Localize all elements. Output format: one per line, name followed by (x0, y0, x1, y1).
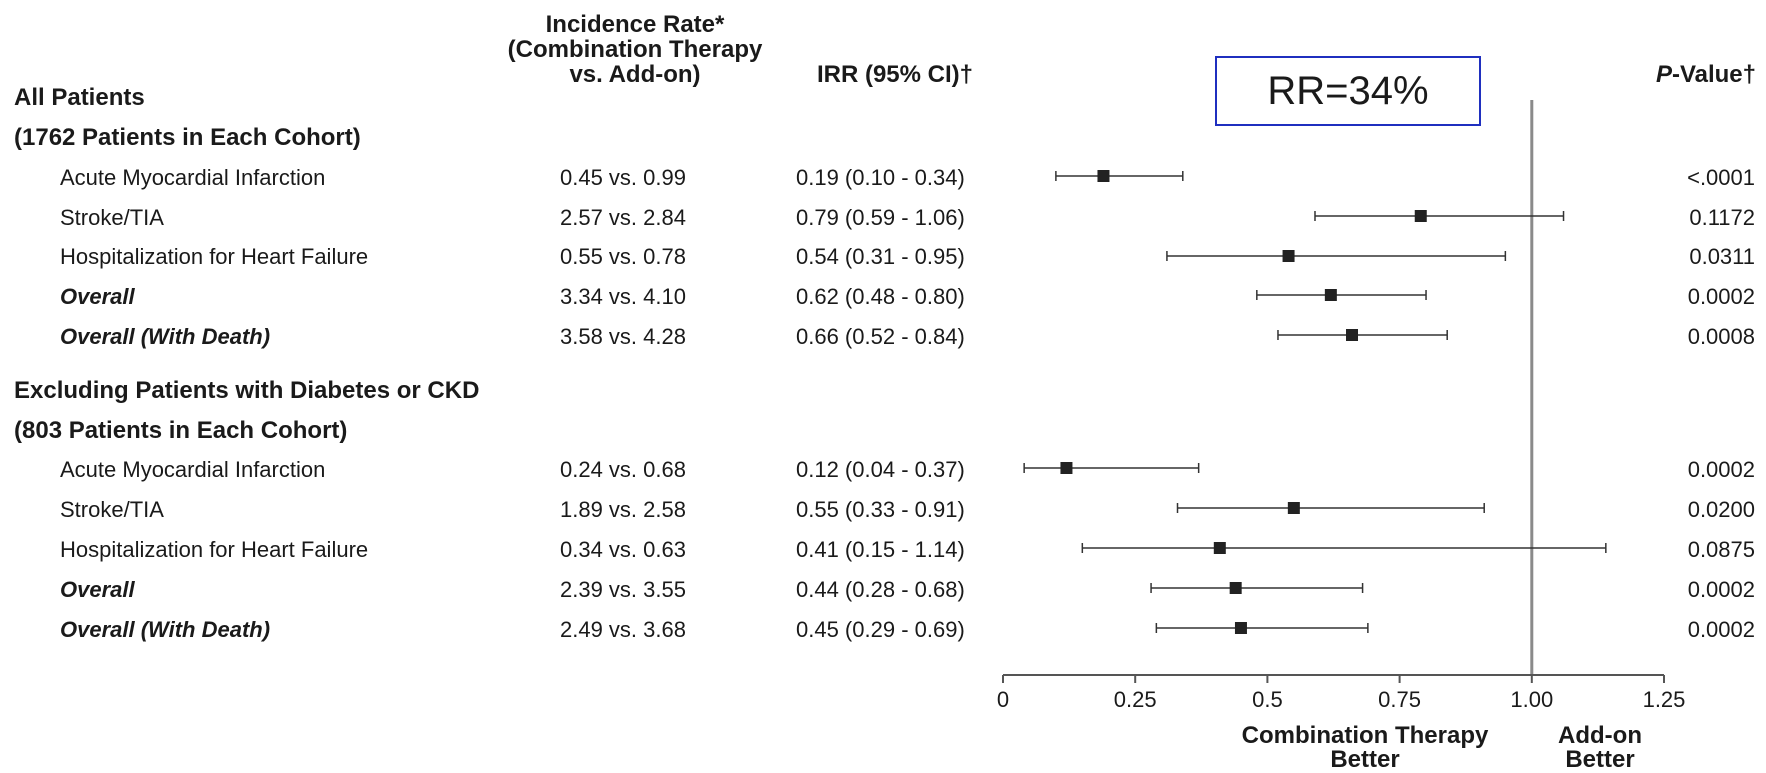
x-tick-label: 1.00 (1510, 687, 1553, 712)
row-label: Acute Myocardial Infarction (60, 457, 326, 482)
point-estimate (1060, 462, 1073, 474)
row-p-value: 0.0311 (1689, 244, 1755, 269)
x-tick-label: 1.25 (1643, 687, 1686, 712)
row-p-value: 0.1172 (1689, 205, 1755, 230)
row-irr: 0.55 (0.33 - 0.91) (796, 497, 965, 522)
section-title-excluding: Excluding Patients with Diabetes or CKD (14, 377, 480, 404)
row-label: Hospitalization for Heart Failure (60, 537, 369, 562)
rr-annotation-box: RR=34% (1215, 56, 1481, 126)
point-estimate (1097, 170, 1110, 182)
point-estimate (1282, 250, 1295, 262)
row-rate: 3.58 vs. 4.28 (560, 324, 686, 349)
row-rate: 0.34 vs. 0.63 (560, 537, 686, 562)
row-p-value: <.0001 (1687, 165, 1755, 190)
favors-left-line-1: Combination Therapy (1241, 722, 1489, 749)
row-rate: 0.24 vs. 0.68 (560, 457, 686, 482)
section-subtitle-excluding: (803 Patients in Each Cohort) (14, 417, 348, 444)
p-value-header-rest: -Value† (1671, 61, 1756, 88)
row-rate: 0.45 vs. 0.99 (560, 165, 686, 190)
p-value-header-italic: P (1655, 61, 1672, 88)
row-p-value: 0.0200 (1687, 497, 1755, 522)
favors-right-caption: Add-on Better (1535, 724, 1665, 772)
point-estimate (1346, 329, 1359, 341)
incidence-header-line-3: vs. Add-on) (569, 61, 701, 88)
row-label: Overall (With Death) (60, 617, 271, 642)
row-irr: 0.62 (0.48 - 0.80) (796, 284, 965, 309)
incidence-header-line-1: Incidence Rate* (545, 11, 725, 38)
row-p-value: 0.0008 (1687, 324, 1755, 349)
favors-left-caption: Combination Therapy Better (1215, 724, 1515, 772)
row-p-value: 0.0002 (1687, 457, 1755, 482)
row-irr: 0.19 (0.10 - 0.34) (796, 165, 965, 190)
x-tick-label: 0.5 (1252, 687, 1283, 712)
row-irr: 0.79 (0.59 - 1.06) (796, 205, 965, 230)
row-label: Overall (60, 284, 135, 309)
row-irr: 0.54 (0.31 - 0.95) (796, 244, 965, 269)
point-estimate (1324, 289, 1337, 301)
row-p-value: 0.0002 (1687, 617, 1755, 642)
irr-header: IRR (95% CI)† (816, 61, 974, 88)
row-irr: 0.44 (0.28 - 0.68) (796, 577, 965, 602)
point-estimate (1234, 622, 1247, 634)
row-label: Hospitalization for Heart Failure (60, 244, 369, 269)
row-p-value: 0.0002 (1687, 284, 1755, 309)
row-rate: 3.34 vs. 4.10 (560, 284, 686, 309)
point-estimate (1414, 210, 1427, 222)
row-label: Overall (60, 577, 135, 602)
row-p-value: 0.0002 (1687, 577, 1755, 602)
row-label: Acute Myocardial Infarction (60, 165, 326, 190)
p-value-header: P-Value† (1620, 62, 1756, 87)
favors-right-line-2: Better (1565, 746, 1635, 773)
row-irr: 0.66 (0.52 - 0.84) (796, 324, 965, 349)
favors-right-line-1: Add-on (1558, 722, 1642, 749)
point-estimate (1287, 502, 1300, 514)
point-estimate (1213, 542, 1226, 554)
x-tick-label: 0.75 (1378, 687, 1421, 712)
row-irr: 0.41 (0.15 - 1.14) (796, 537, 965, 562)
row-rate: 0.55 vs. 0.78 (560, 244, 686, 269)
row-label: Stroke/TIA (60, 205, 164, 230)
point-estimate (1229, 582, 1242, 594)
incidence-rate-header: Incidence Rate* (Combination Therapy vs.… (475, 12, 795, 87)
row-rate: 1.89 vs. 2.58 (560, 497, 686, 522)
x-tick-label: 0 (997, 687, 1009, 712)
row-irr: 0.45 (0.29 - 0.69) (796, 617, 965, 642)
x-tick-label: 0.25 (1114, 687, 1157, 712)
favors-left-line-2: Better (1330, 746, 1400, 773)
incidence-header-line-2: (Combination Therapy (507, 36, 763, 63)
row-label: Stroke/TIA (60, 497, 164, 522)
row-label: Overall (With Death) (60, 324, 271, 349)
section-subtitle-all-patients: (1762 Patients in Each Cohort) (14, 124, 361, 151)
row-p-value: 0.0875 (1687, 537, 1755, 562)
section-title-all-patients: All Patients (14, 84, 145, 111)
row-rate: 2.57 vs. 2.84 (560, 205, 686, 230)
row-irr: 0.12 (0.04 - 0.37) (796, 457, 965, 482)
row-rate: 2.39 vs. 3.55 (560, 577, 686, 602)
row-rate: 2.49 vs. 3.68 (560, 617, 686, 642)
